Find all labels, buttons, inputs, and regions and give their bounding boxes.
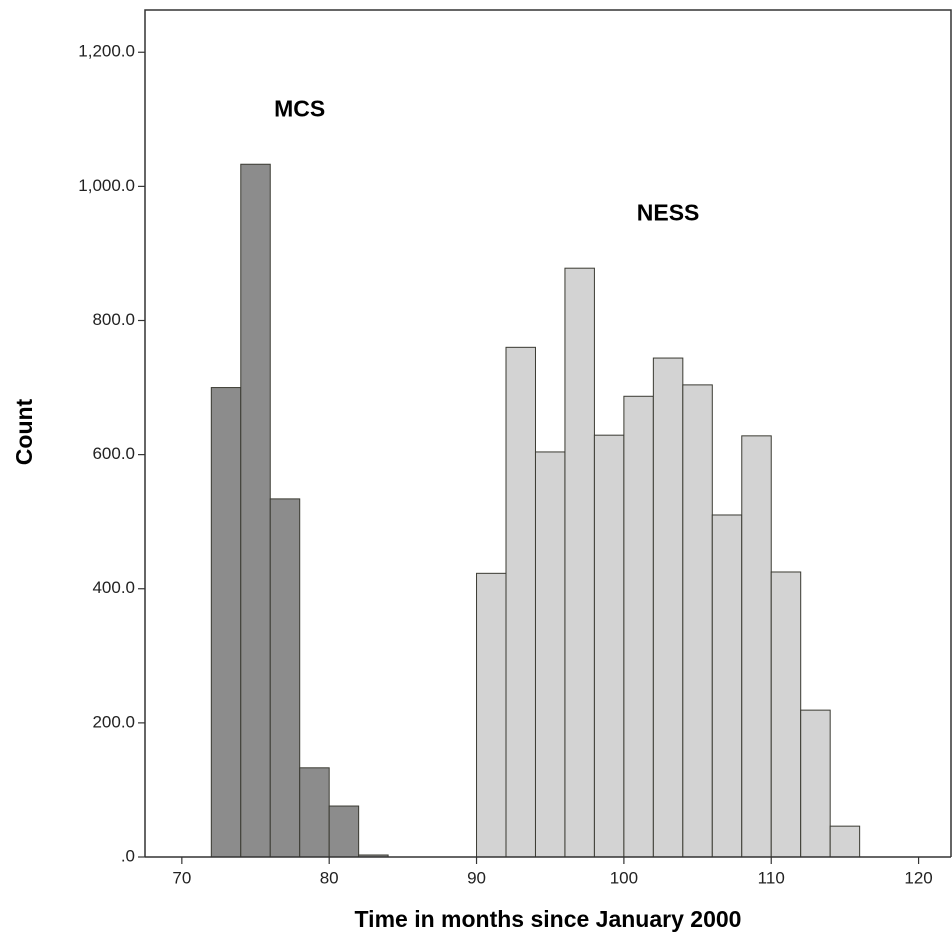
bar <box>505 346 536 858</box>
bar <box>269 498 301 858</box>
bar <box>564 267 595 858</box>
bar <box>741 435 772 858</box>
bar <box>240 163 271 858</box>
bar <box>711 514 743 858</box>
bar <box>800 709 831 858</box>
bar <box>593 434 625 858</box>
bar <box>829 825 861 858</box>
bar <box>534 451 566 858</box>
x-axis-label: Time in months since January 2000 <box>355 906 742 932</box>
x-tick-label: 70 <box>172 868 191 887</box>
y-tick-label: 1,000.0 <box>78 176 135 195</box>
y-tick-label: 800.0 <box>92 310 135 329</box>
y-axis-label: Count <box>11 398 37 465</box>
x-tick-label: 120 <box>904 868 932 887</box>
bar <box>299 767 330 858</box>
x-tick-label: 80 <box>320 868 339 887</box>
y-tick-label: 600.0 <box>92 444 135 463</box>
plot-frame <box>144 9 952 857</box>
bar <box>623 395 654 858</box>
bar <box>770 571 802 858</box>
y-tick-label: .0 <box>121 846 135 865</box>
x-tick-label: 110 <box>758 868 785 887</box>
x-tick-label: 90 <box>467 868 486 887</box>
y-tick-label: 400.0 <box>92 578 135 597</box>
bar <box>476 572 507 858</box>
x-tick-label: 100 <box>610 868 638 887</box>
bar <box>682 384 713 858</box>
series-label: MCS <box>274 95 325 121</box>
bar <box>210 387 242 858</box>
y-tick-label: 1,200.0 <box>78 42 135 61</box>
y-tick-label: 200.0 <box>92 712 135 731</box>
bar <box>652 357 684 858</box>
bar <box>328 805 360 858</box>
series-label: NESS <box>637 199 700 225</box>
